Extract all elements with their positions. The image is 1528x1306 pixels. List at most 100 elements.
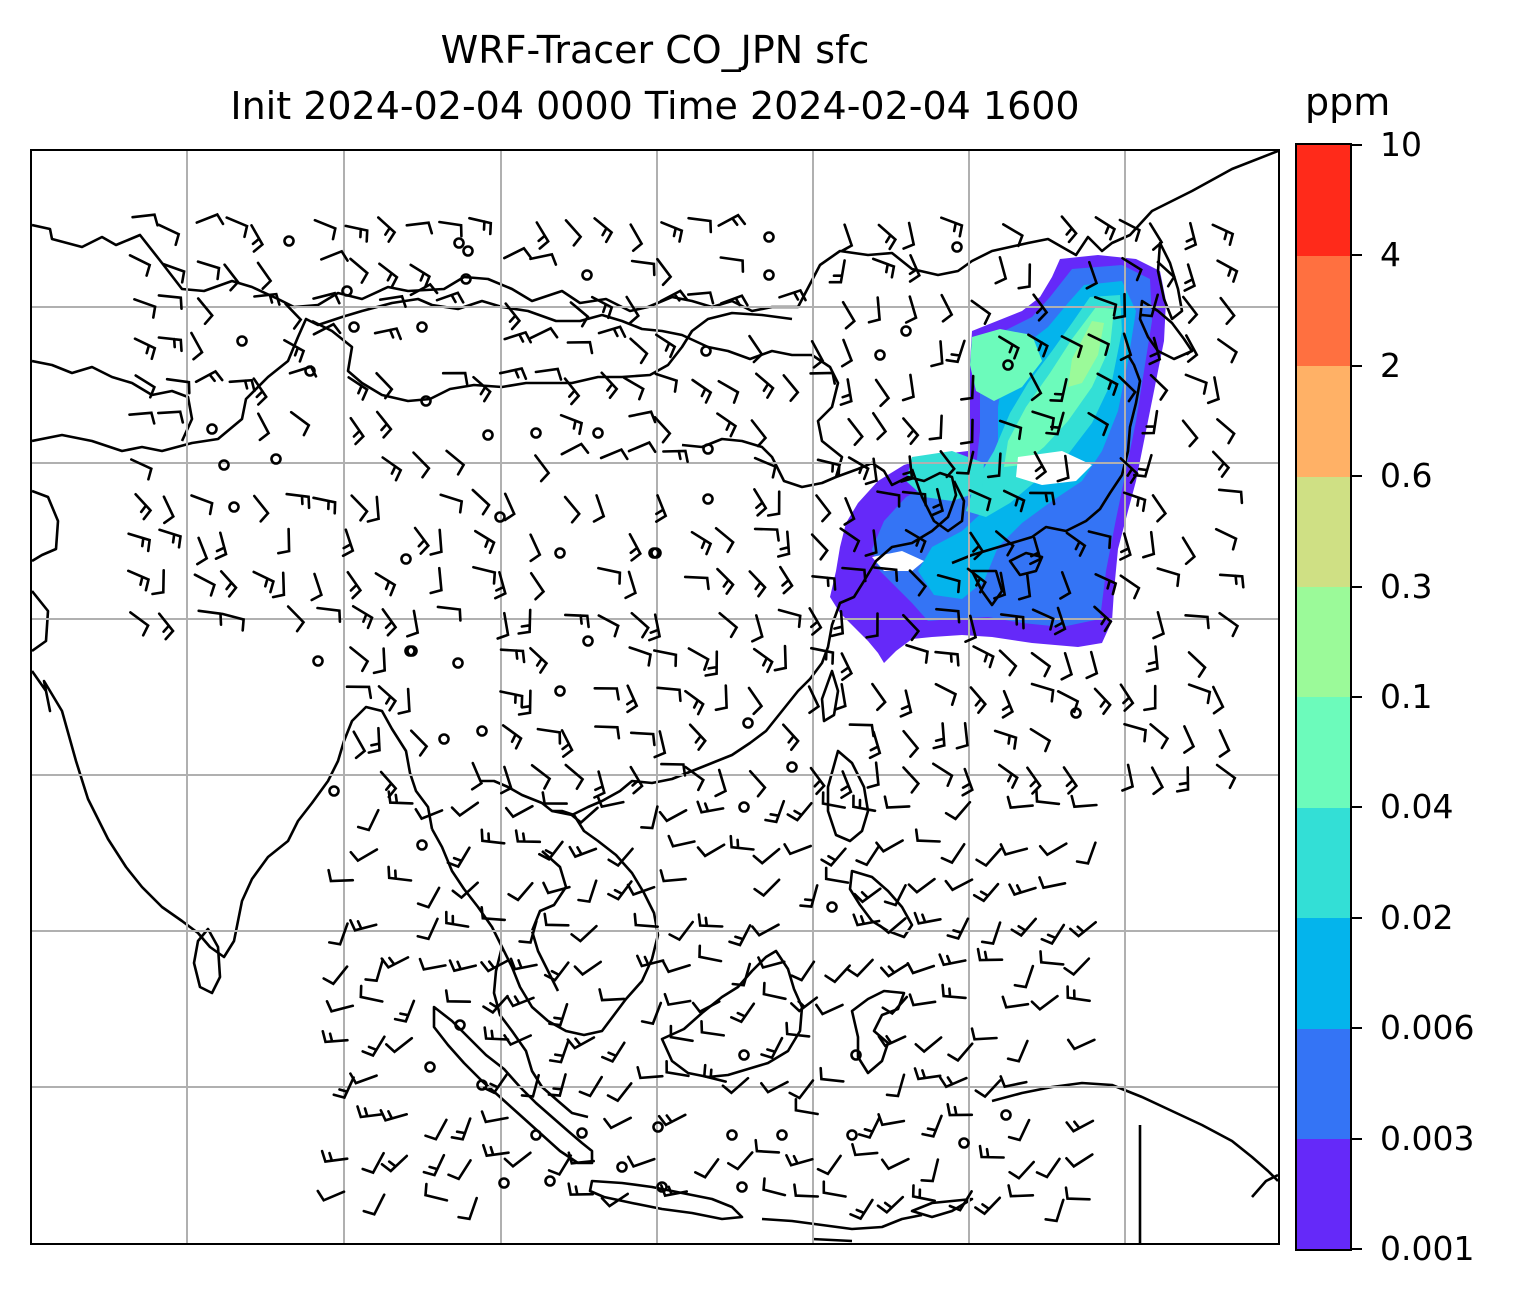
wind-barb (1184, 614, 1210, 630)
wind-barb (409, 282, 439, 297)
wind-barb (509, 957, 538, 971)
wind-barb (405, 221, 434, 235)
wind-barb (955, 722, 969, 750)
wind-barb (921, 1114, 943, 1138)
wind-barb (367, 726, 381, 754)
wind-barb (450, 801, 480, 818)
colorbar-segment (1297, 1138, 1350, 1250)
wind-barb (1085, 260, 1099, 290)
wind-barb (729, 834, 755, 851)
wind-barb (629, 337, 649, 365)
calm-wind-marker (453, 237, 465, 249)
wind-barb (655, 333, 677, 359)
calm-wind-marker (874, 349, 886, 361)
wind-barb (547, 1154, 573, 1177)
wind-barb (1139, 293, 1159, 318)
wind-barb (790, 960, 816, 982)
wind-barb (349, 1072, 378, 1085)
wind-barb (1211, 450, 1231, 478)
wind-barb (387, 790, 414, 805)
wind-barb (1181, 419, 1199, 448)
wind-barb (1060, 215, 1078, 244)
wind-barb (757, 956, 786, 970)
wind-barb (356, 1105, 384, 1119)
wind-barb (938, 953, 967, 967)
wind-barb (1216, 259, 1239, 283)
wind-barb (380, 1154, 409, 1173)
wind-barb (753, 878, 781, 898)
wind-barb (379, 1109, 408, 1122)
wind-barb (1053, 606, 1067, 636)
wind-barb (938, 1076, 968, 1089)
coastline-borneo (660, 949, 804, 1079)
coastline-northern-russia (32, 151, 1278, 313)
calm-wind-marker (846, 1129, 858, 1141)
wind-barb (1030, 682, 1055, 703)
wind-barb (851, 1143, 879, 1157)
colorbar-segment (1297, 917, 1350, 1029)
wind-barb (961, 767, 974, 797)
colorbar-tick (1352, 144, 1362, 146)
wind-barb (947, 1042, 974, 1063)
calm-wind-marker (554, 547, 566, 559)
wind-barb (416, 917, 439, 941)
wind-barb (1062, 766, 1079, 795)
calm-wind-marker (236, 335, 248, 347)
calm-wind-marker (530, 1129, 542, 1141)
wind-barb (1030, 651, 1052, 678)
wind-barb (349, 257, 369, 284)
wind-barb (865, 612, 879, 639)
wind-barb (1087, 530, 1112, 550)
wind-barb (913, 911, 942, 925)
wind-barb (840, 770, 853, 799)
wind-barb (691, 1000, 721, 1014)
wind-barb (283, 338, 306, 363)
calm-wind-marker (476, 1079, 488, 1091)
wind-barb (807, 685, 821, 715)
wind-barb (974, 1196, 1002, 1216)
map-subtitle: Init 2024-02-04 0000 Time 2024-02-04 160… (230, 84, 1080, 128)
wind-barb (762, 981, 787, 1001)
wind-barb (907, 877, 936, 894)
wind-barb (387, 865, 413, 882)
wind-barb (662, 960, 691, 974)
wind-barb (754, 1138, 781, 1154)
wind-barb (626, 883, 656, 897)
colorbar-tick-label: 2 (1380, 345, 1401, 385)
wind-barb (439, 493, 464, 514)
wind-barb (815, 1003, 844, 1016)
wind-barb (474, 529, 496, 555)
wind-barb (413, 526, 430, 555)
wind-barb (660, 1184, 688, 1198)
wind-barb (900, 455, 914, 483)
wind-barb (316, 606, 342, 623)
wind-barb (424, 1182, 449, 1202)
wind-barb (855, 845, 880, 867)
wind-barb (939, 450, 956, 479)
wind-barb (1031, 608, 1055, 631)
wind-barb (506, 995, 535, 1008)
wind-barb (875, 839, 904, 853)
wind-barb (880, 963, 909, 978)
coastline-korea (910, 468, 966, 533)
wind-barb (594, 725, 621, 740)
wind-barb (1143, 684, 1157, 712)
wind-barb (750, 419, 768, 448)
wind-barb (151, 569, 165, 596)
wind-barb (748, 334, 764, 364)
wind-barb (687, 216, 713, 234)
wind-barb (593, 217, 614, 244)
wind-barb (847, 456, 870, 481)
wind-barb (773, 644, 788, 672)
wind-barb (691, 378, 713, 404)
wind-barb (494, 571, 507, 600)
wind-barb (349, 848, 379, 863)
wind-barb (130, 458, 153, 481)
wind-barb (622, 376, 645, 401)
wind-barb (517, 689, 532, 716)
wind-barb (564, 613, 590, 629)
wind-barb (1045, 411, 1065, 436)
wind-barb (628, 646, 652, 667)
wind-barb (902, 417, 920, 445)
calm-wind-marker (406, 645, 418, 657)
